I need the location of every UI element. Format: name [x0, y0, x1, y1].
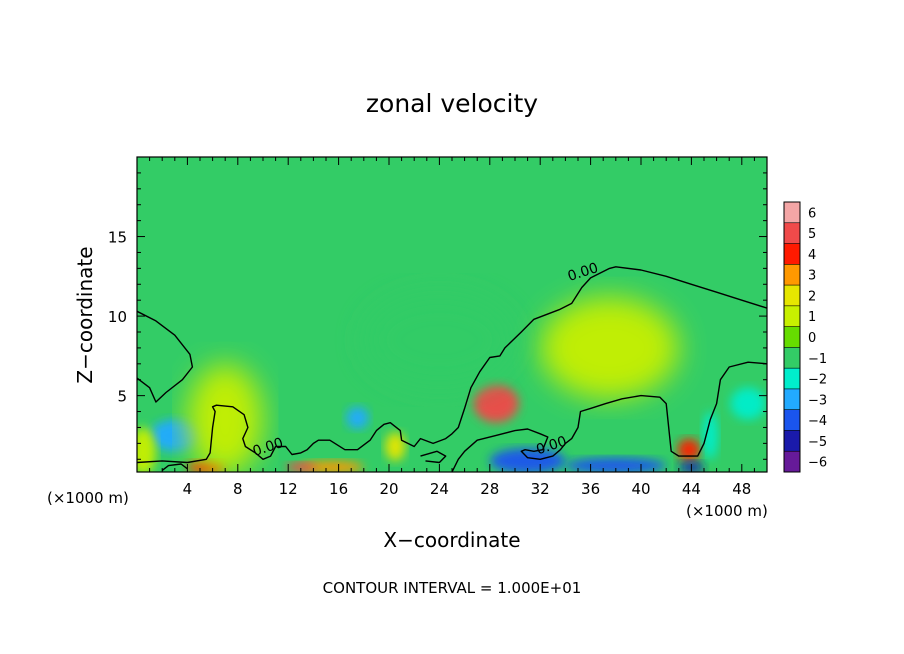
colorbar-label-0: 6: [808, 206, 816, 221]
zero-contour-2: [451, 361, 767, 472]
field-anomaly-6: [363, 292, 515, 388]
x-axis-label: X−coordinate: [383, 528, 520, 552]
x-tick-label-3: 16: [329, 480, 348, 498]
x-tick-label-7: 32: [531, 480, 550, 498]
x-tick-label-10: 44: [682, 480, 701, 498]
colorbar-label-12: −6: [808, 456, 827, 471]
colorbar-swatch-9: [784, 388, 800, 411]
field-anomaly-12: [385, 432, 406, 461]
x-tick-label-1: 8: [233, 480, 243, 498]
colorbar-swatch-4: [784, 285, 800, 307]
colorbar-label-3: 3: [808, 269, 816, 284]
x-axis-ticks: 4 8 12 16 20 24 28 32 36 40 44 48: [149, 157, 755, 498]
field-anomaly-7: [489, 448, 566, 472]
colorbar-label-10: −4: [808, 414, 827, 429]
y-tick-label-2: 15: [108, 229, 127, 247]
colorbar-swatch-8: [784, 368, 800, 390]
colorbar-swatch-5: [784, 305, 800, 328]
x-tick-label-9: 40: [631, 480, 650, 498]
colorbar-label-11: −5: [808, 435, 827, 450]
colorbar-label-1: 5: [808, 227, 816, 242]
x-unit-right: (×1000 m): [686, 502, 768, 520]
contour-interval-note: CONTOUR INTERVAL = 1.000E+01: [323, 579, 582, 597]
field-anomaly-4: [346, 406, 369, 430]
zero-contour-0: [137, 310, 194, 403]
colorbar: 6 5 4 3 2 1 0 −1 −2 −3 −4 −5 −6: [783, 201, 827, 473]
colorbar-swatch-11: [784, 430, 800, 452]
field-anomaly-11: [285, 462, 316, 472]
y-axis-label: Z−coordinate: [73, 246, 97, 383]
zero-contours: [137, 266, 767, 472]
x-tick-label-2: 12: [279, 480, 298, 498]
colorbar-label-7: −1: [808, 352, 827, 367]
zero-contour-1: [137, 266, 767, 464]
zero-contour-3: [161, 463, 188, 471]
field-anomaly-13: [187, 363, 263, 472]
colorbar-frame: [783, 201, 801, 473]
x-unit-left: (×1000 m): [47, 489, 129, 507]
colorbar-swatch-3: [784, 264, 800, 286]
field-anomaly-1: [540, 297, 679, 399]
field-anomaly-2: [677, 438, 701, 461]
field-anomalies: [137, 292, 766, 472]
field-anomaly-10: [300, 460, 364, 472]
colorbar-swatch-2: [784, 243, 800, 265]
colorbar-label-9: −3: [808, 393, 827, 408]
x-tick-label-6: 28: [480, 480, 499, 498]
colorbar-label-4: 2: [808, 289, 816, 304]
chart-title: zonal velocity: [366, 89, 538, 118]
x-tick-label-11: 48: [732, 480, 751, 498]
x-tick-label-8: 36: [581, 480, 600, 498]
colorbar-swatch-10: [784, 409, 800, 431]
field-anomaly-5: [730, 387, 766, 420]
field-anomaly-0: [473, 384, 519, 423]
colorbar-label-2: 4: [808, 248, 816, 263]
field-anomaly-14: [137, 427, 156, 472]
y-tick-label-1: 10: [108, 308, 127, 326]
y-tick-label-0: 5: [117, 388, 127, 406]
colorbar-swatch-6: [784, 326, 800, 348]
colorbar-label-5: 1: [808, 310, 816, 325]
zero-contour-4: [420, 450, 447, 464]
colorbar-label-8: −2: [808, 373, 827, 388]
colorbar-swatch-0: [784, 202, 800, 224]
colorbar-swatch-1: [784, 222, 800, 245]
x-tick-label-5: 24: [430, 480, 449, 498]
colorbar-label-6: 0: [808, 331, 816, 346]
colorbar-swatch-7: [784, 347, 800, 369]
y-axis-ticks: 5 10 15: [108, 172, 767, 460]
x-tick-label-4: 20: [379, 480, 398, 498]
plot-area: 0.000.00 0.00 4 8 12 16 20 24 28 32 36 40 44 48 5101…: [108, 156, 768, 498]
x-tick-label-0: 4: [183, 480, 193, 498]
field-anomaly-3: [149, 419, 200, 452]
field-anomaly-16: [702, 411, 718, 460]
colorbar-swatch-12: [784, 451, 800, 473]
